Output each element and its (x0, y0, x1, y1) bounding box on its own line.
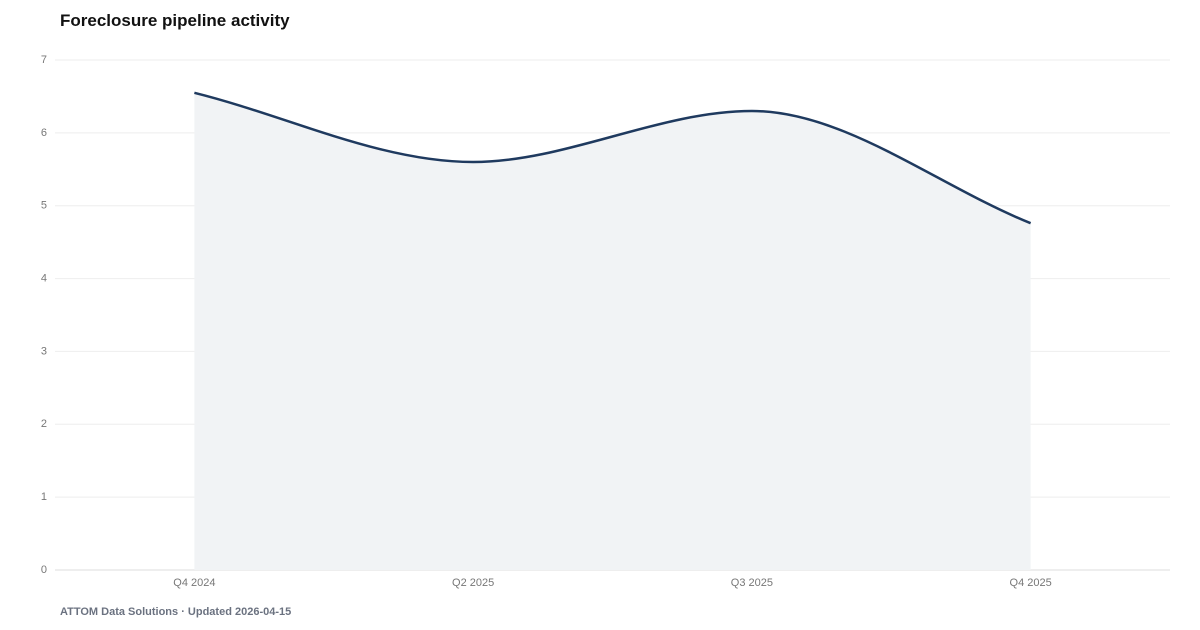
y-tick-label: 2 (41, 418, 47, 430)
chart-title: Foreclosure pipeline activity (60, 11, 290, 30)
source-note: ATTOM Data Solutions · Updated 2026-04-1… (60, 606, 291, 618)
x-tick-label: Q4 2025 (1010, 577, 1052, 589)
y-tick-label: 4 (41, 272, 47, 284)
y-tick-label: 3 (41, 345, 47, 357)
x-tick-label: Q4 2024 (173, 577, 215, 589)
x-tick-label: Q2 2025 (452, 577, 494, 589)
y-tick-label: 5 (41, 200, 47, 212)
y-tick-label: 6 (41, 127, 47, 139)
line (194, 91, 1032, 225)
y-tick-label: 7 (41, 54, 47, 66)
area-fill (194, 92, 1031, 571)
y-tick-label: 1 (41, 491, 47, 503)
x-tick-label: Q3 2025 (731, 577, 773, 589)
y-tick-label: 0 (41, 564, 47, 576)
